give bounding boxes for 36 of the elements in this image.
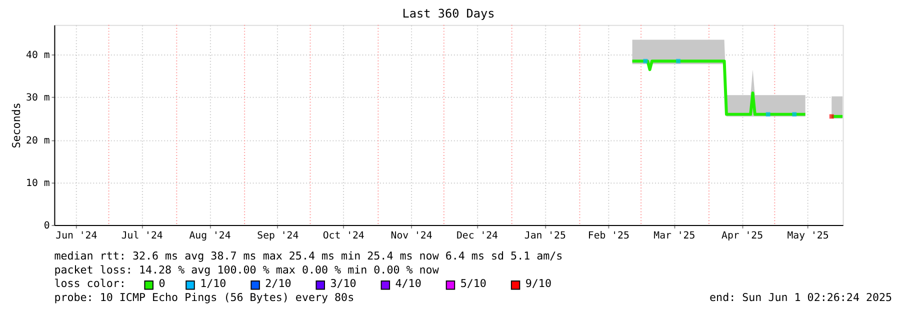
x-tick-label: Dec '24 [456,230,498,242]
point [829,114,834,119]
y-tick-label: 10 m [26,178,50,189]
chart-title: Last 360 Days [402,6,495,21]
legend-label: 5/10 [460,277,486,290]
y-tick-label: 20 m [26,135,50,146]
y-tick-label: 0 [44,220,50,232]
text: end: Sun Jun 1 02:26:24 2025 [710,290,892,304]
x-tick-label: Apr '25 [722,230,764,242]
y-tick-label: 40 m [26,50,50,62]
legend-label: 9/10 [525,277,552,290]
point [792,112,797,117]
x-tick-label: May '25 [787,230,829,242]
text: probe: 10 ICMP Echo Pings (56 Bytes) every 80s [54,290,354,304]
x-tick-label: Sep '24 [257,230,299,242]
legend-label: 1/10 [200,277,226,290]
x-tick-label: Nov '24 [390,230,432,242]
legend-label: 4/10 [395,277,422,290]
legend-label: 2/10 [265,277,292,290]
x-tick-label: Oct '24 [322,230,364,242]
x-tick-label: Jul '24 [121,230,163,242]
point [676,58,680,64]
x-tick-label: Jun '24 [56,230,98,242]
legend-label: 3/10 [330,277,356,290]
x-tick-label: Aug '24 [189,230,231,242]
y-axis-title: Seconds [10,102,24,148]
legend-title: loss color: [54,277,126,290]
legend-label: 0 [158,277,166,290]
x-tick-label: Feb '25 [588,230,630,242]
text: median rtt: 32.6 ms avg 38.7 ms max 25.4 ms min 25.4 ms now 6.4 ms sd 5.1 am/s [54,250,563,263]
x-tick-label: Mar '25 [654,230,696,242]
y-tick-label: 30 m [26,92,50,104]
text: packet loss: 14.28 % avg 100.00 % max 0.00 % min 0.00 % now [54,263,440,276]
point [766,112,770,117]
x-tick-label: Jan '25 [524,230,566,242]
point [643,58,648,64]
